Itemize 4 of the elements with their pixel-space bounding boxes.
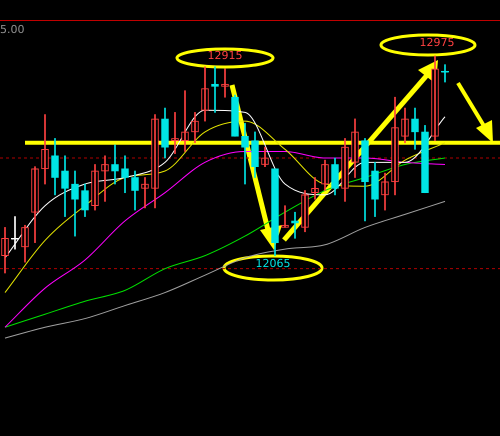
text: 5.00 <box>0 23 26 36</box>
annotation: 12915 <box>206 49 244 62</box>
text: 12975 <box>418 36 456 49</box>
annotation: 12065 <box>254 257 292 270</box>
